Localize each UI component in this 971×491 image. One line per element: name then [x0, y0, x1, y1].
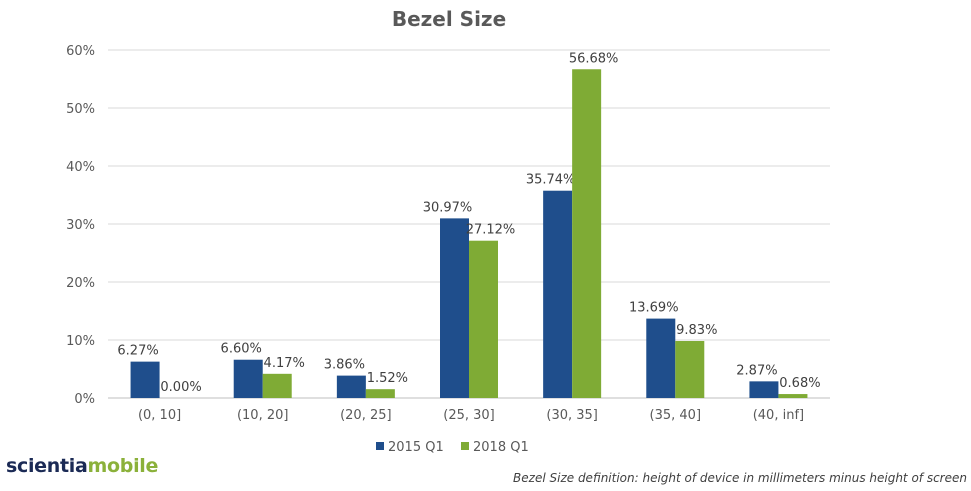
data-label: 30.97%: [423, 200, 473, 215]
y-tick-label: 30%: [66, 218, 95, 233]
legend-swatch: [376, 442, 384, 450]
footnote: Bezel Size definition: height of device …: [513, 471, 967, 485]
x-tick-label: (10, 20]: [237, 408, 289, 423]
y-tick-label: 50%: [66, 102, 95, 117]
data-label: 13.69%: [629, 301, 679, 316]
bar: [572, 69, 602, 399]
data-label: 2.87%: [736, 363, 777, 378]
data-label: 35.74%: [526, 173, 576, 188]
x-tick-label: (0, 10]: [138, 408, 181, 423]
x-tick-label: (25, 30]: [443, 408, 495, 423]
data-label: 0.00%: [160, 380, 201, 395]
y-tick-label: 60%: [66, 44, 95, 59]
bar: [749, 381, 779, 398]
y-tick-label: 20%: [66, 276, 95, 291]
bar: [778, 394, 808, 398]
bar: [233, 359, 263, 398]
x-tick-label: (35, 40]: [650, 408, 702, 423]
bar: [543, 190, 573, 398]
y-tick-label: 0%: [74, 392, 95, 407]
logo-part1: scientia: [6, 455, 88, 477]
bar: [469, 240, 498, 398]
legend-label: 2015 Q1: [388, 440, 444, 455]
bar: [336, 375, 366, 398]
logo-part2: mobile: [87, 455, 159, 477]
y-tick-label: 40%: [66, 160, 95, 175]
bar: [365, 389, 395, 398]
data-label: 1.52%: [367, 371, 408, 386]
data-label: 9.83%: [676, 323, 717, 338]
x-tick-label: (20, 25]: [340, 408, 392, 423]
bar: [130, 361, 160, 398]
data-label: 6.60%: [221, 342, 262, 357]
bar: [646, 318, 676, 398]
data-label: 0.68%: [779, 376, 820, 391]
bar: [440, 218, 469, 398]
y-tick-label: 10%: [66, 334, 95, 349]
data-label: 6.27%: [117, 344, 158, 359]
data-label: 56.68%: [569, 51, 619, 66]
chart-title: Bezel Size: [392, 7, 506, 31]
legend-label: 2018 Q1: [473, 440, 529, 455]
data-label: 27.12%: [466, 223, 516, 238]
legend-swatch: [461, 442, 469, 450]
bar: [262, 373, 292, 398]
data-label: 3.86%: [324, 358, 365, 373]
x-tick-label: (30, 35]: [546, 408, 598, 423]
x-tick-label: (40, inf]: [753, 408, 804, 423]
scientiamobile-logo: scientiamobile: [6, 455, 158, 477]
data-label: 4.17%: [264, 356, 305, 371]
bar: [675, 340, 705, 398]
